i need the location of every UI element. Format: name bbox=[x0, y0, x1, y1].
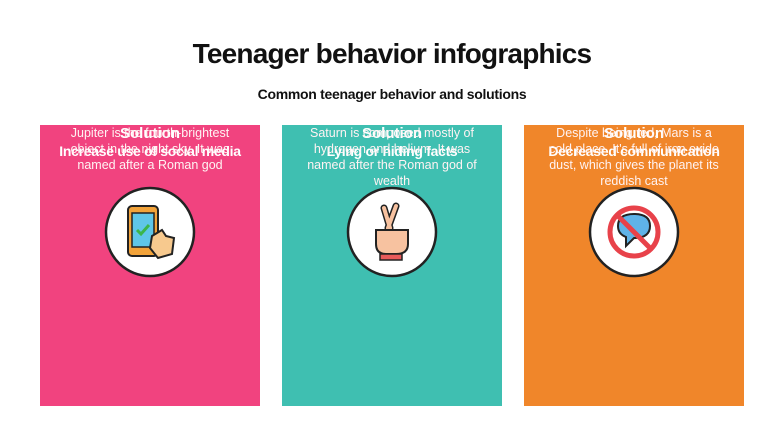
card: Increase use of social media Solution Ju… bbox=[40, 125, 260, 406]
icon-no-talk bbox=[588, 186, 680, 278]
card-label: Solution bbox=[120, 125, 180, 142]
card-text: Jupiter is the fourth-brightest object i… bbox=[70, 126, 230, 172]
card-text: Saturn is composed mostly of hydrogen an… bbox=[307, 126, 477, 188]
card: Decreased communication Solution Despite… bbox=[524, 125, 744, 406]
card-heading: Decreased communication bbox=[548, 143, 720, 159]
title: Teenager behavior infographics bbox=[192, 38, 593, 69]
card-label: Solution bbox=[604, 125, 664, 142]
icon-crossed-fingers bbox=[346, 186, 438, 278]
card-heading: Increase use of social media bbox=[59, 143, 241, 159]
subtitle: Common teenager behavior and solutions bbox=[257, 86, 527, 102]
card-label: Solution bbox=[362, 125, 422, 142]
card-heading: Lying or hiding facts bbox=[326, 143, 458, 159]
card-text: Despite being red, Mars is a cold place.… bbox=[549, 126, 719, 188]
icon-phone bbox=[104, 186, 196, 278]
card: Lying or hiding facts Solution Saturn is… bbox=[282, 125, 502, 406]
